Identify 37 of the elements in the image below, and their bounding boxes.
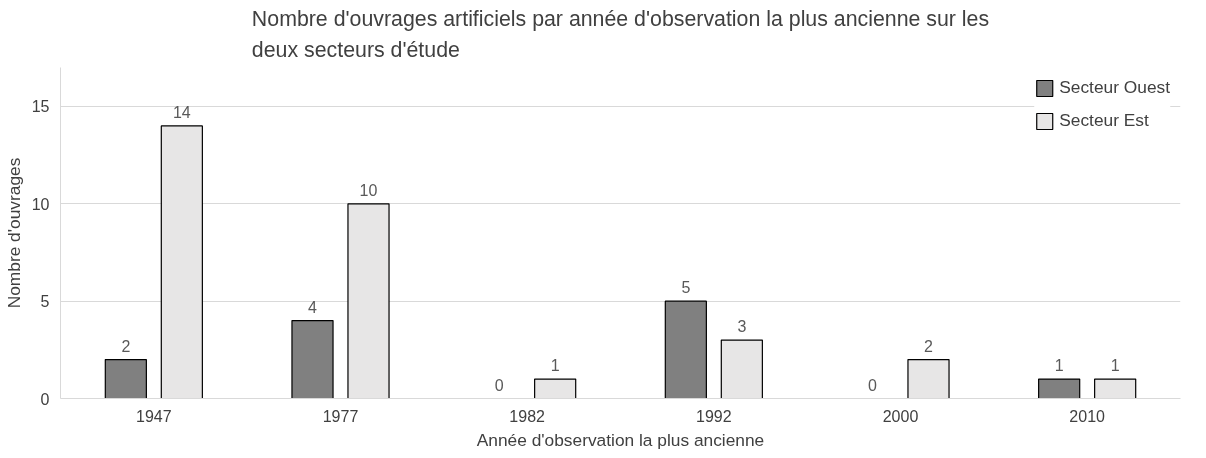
data-label: 5	[681, 279, 691, 297]
x-tick-label: 1947	[136, 407, 172, 425]
data-label: 1	[1110, 357, 1120, 375]
y-tick-label: 5	[40, 293, 50, 311]
data-label: 14	[172, 103, 191, 121]
bar	[347, 203, 390, 399]
bar	[291, 320, 334, 399]
bar	[1094, 378, 1137, 399]
data-label: 3	[737, 318, 747, 336]
x-tick-label: 1982	[509, 407, 546, 425]
legend-label: Secteur Ouest	[1059, 77, 1170, 98]
data-label: 4	[308, 298, 318, 316]
x-axis-title: Année d'observation la plus ancienne	[476, 429, 765, 450]
y-tick-label: 0	[40, 390, 50, 408]
y-tick-label: 10	[31, 195, 50, 213]
data-label: 2	[924, 337, 934, 355]
bar	[720, 339, 763, 399]
data-label: 1	[1054, 357, 1064, 375]
x-tick-label: 1992	[696, 407, 732, 425]
data-label: 0	[494, 376, 504, 394]
chart-title: Nombre d'ouvrages artificiels par année d'observation la plus ancienne sur les deux secteurs d'étude	[251, 7, 990, 63]
bar	[907, 358, 950, 399]
bar	[1038, 378, 1081, 399]
x-tick-label: 1977	[322, 407, 359, 425]
legend-label: Secteur Est	[1059, 110, 1149, 131]
bar	[534, 378, 577, 399]
data-label: 2	[121, 337, 131, 355]
data-label: 0	[868, 376, 878, 394]
bar	[104, 358, 147, 399]
bar	[160, 125, 203, 399]
data-label: 10	[359, 181, 378, 199]
x-tick-label: 2000	[882, 407, 919, 425]
x-tick-label: 2010	[1069, 407, 1106, 425]
bar	[664, 300, 707, 399]
data-label: 1	[550, 357, 560, 375]
y-axis-title: Nombre d'ouvrages	[3, 157, 24, 309]
y-tick-label: 15	[31, 98, 50, 116]
